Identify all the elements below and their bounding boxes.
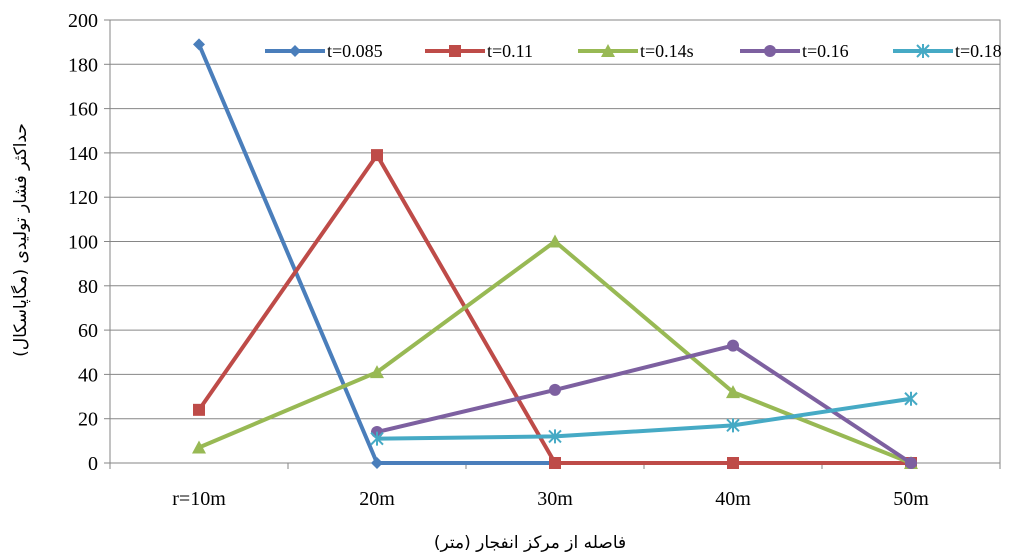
data-point [192,440,206,454]
data-point [904,391,918,406]
data-point [370,431,384,446]
legend-item: t=0.14s [578,41,694,61]
legend-marker [289,45,301,57]
series-5 [370,391,918,446]
legend-marker [764,45,776,57]
series-line [197,43,555,465]
data-point [371,457,383,469]
legend-marker [601,44,615,57]
grid [104,19,1001,469]
data-point [193,38,205,51]
x-axis-ticks: r=10m 20m 30m 40m 50m [172,488,929,510]
y-tick-label: 160 [68,99,98,121]
series-4 [371,339,917,469]
data-point [727,457,739,469]
data-point [549,457,561,469]
series-line [197,153,911,465]
data-point [549,383,561,396]
data-point [726,385,740,399]
series-line [376,396,912,441]
y-tick-label: 20 [78,409,98,431]
x-axis-label: فاصله از مرکز انفجار (متر) [434,533,626,553]
data-point [371,149,383,162]
x-tick-label: r=10m [172,488,226,510]
y-tick-label: 100 [68,232,98,254]
y-tick-label: 140 [68,143,98,165]
data-point [905,457,917,469]
legend-label: t=0.14s [640,41,694,61]
y-tick-label: 40 [78,364,98,386]
y-tick-label: 180 [68,54,98,76]
data-point [193,403,205,416]
series-line [376,343,913,465]
legend-item: t=0.18 [893,41,1002,61]
y-axis-ticks: 0 20 40 60 80 100 120 140 160 180 200 [68,10,98,475]
legend-marker [916,44,930,58]
data-point [726,418,740,433]
legend-label: t=0.085 [327,41,383,61]
x-tick-label: 20m [359,488,395,510]
data-point [548,234,562,248]
y-tick-label: 60 [78,320,98,342]
legend-label: t=0.16 [802,41,849,61]
legend-item: t=0.085 [265,41,383,61]
legend-label: t=0.18 [955,41,1002,61]
x-tick-label: 50m [893,488,929,510]
legend-item: t=0.16 [740,41,849,61]
x-tick-label: 30m [537,488,573,510]
y-tick-label: 200 [68,10,98,32]
legend: t=0.085 t=0.11 t=0.14s t=0.16 t=0.18 [265,41,1002,61]
y-tick-label: 80 [78,276,98,298]
legend-marker [449,45,461,57]
y-tick-label: 120 [68,187,98,209]
series-group [192,38,918,469]
data-point [370,365,384,379]
series-1 [193,38,561,469]
y-tick-label: 0 [88,453,98,475]
data-point [548,429,562,444]
x-tick-label: 40m [715,488,751,510]
data-point [727,339,739,352]
y-axis-label: حداکثر فشار تولیدی (مگاپاسکال) [10,123,31,357]
legend-label: t=0.11 [487,41,533,61]
legend-item: t=0.11 [425,41,533,61]
